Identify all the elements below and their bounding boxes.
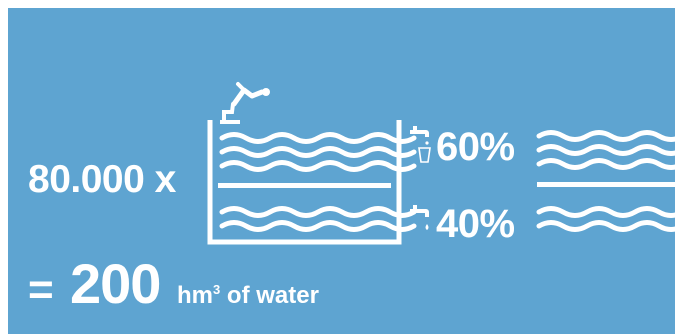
share-top-percent: 60% [436, 125, 515, 169]
water-share-top [537, 133, 675, 187]
unit-suffix: of water [220, 282, 319, 309]
diver-icon [220, 82, 270, 124]
share-bottom-percent: 40% [436, 202, 515, 246]
tap-with-glass-icon [410, 126, 431, 163]
unit-label: hm3 of water [177, 283, 319, 308]
equals-sign: = [28, 265, 54, 314]
multiplier-text: 80.000 x [28, 158, 176, 201]
pool-outline [207, 120, 402, 245]
background-panel [8, 8, 675, 334]
upper-water [222, 135, 414, 170]
unit-base: hm [177, 282, 213, 309]
unit-exponent: 3 [213, 282, 221, 297]
total-value: 200 [70, 252, 161, 315]
divider-line [218, 183, 391, 188]
water-share-bottom [539, 209, 675, 230]
lower-water [222, 209, 414, 230]
tap-dripping-icon [410, 205, 429, 230]
